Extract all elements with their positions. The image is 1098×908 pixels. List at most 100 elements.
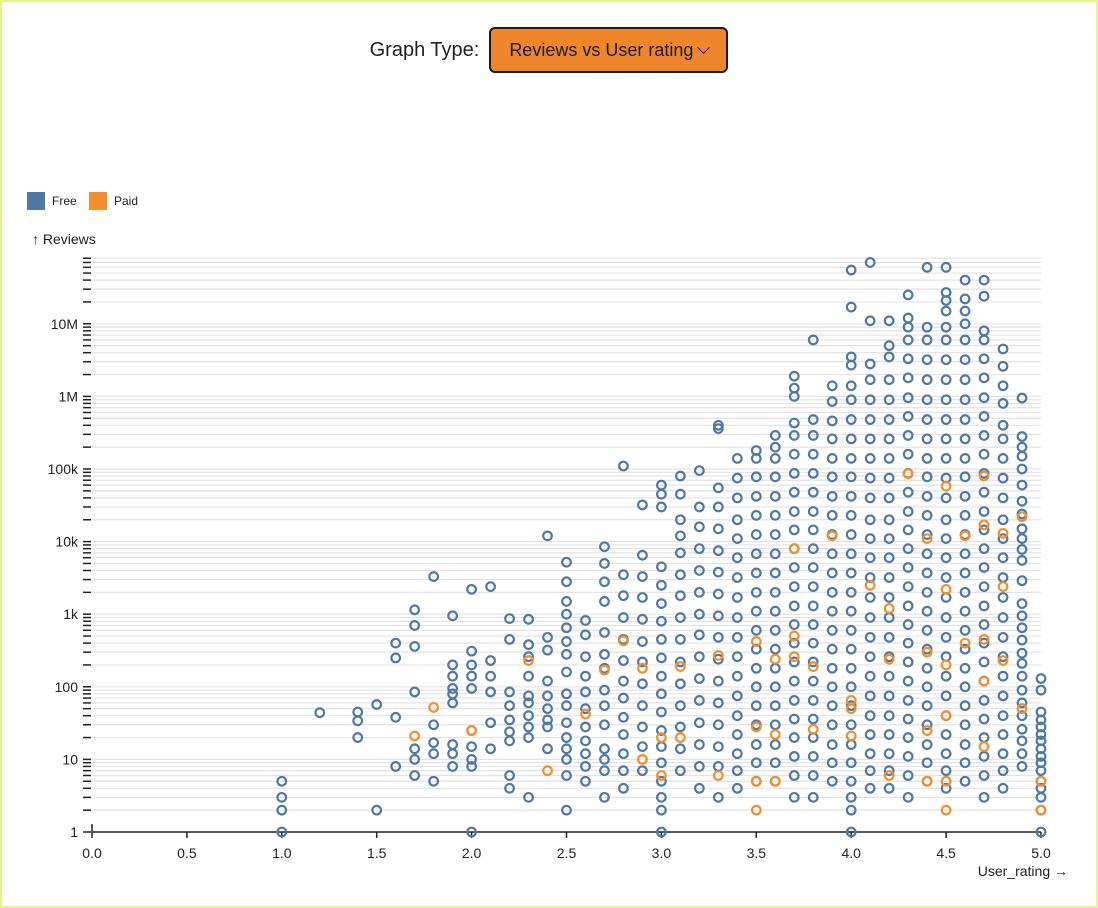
data-point bbox=[656, 598, 667, 609]
data-point bbox=[864, 592, 876, 603]
data-point bbox=[769, 643, 781, 655]
data-point bbox=[845, 433, 857, 445]
data-point bbox=[864, 452, 876, 464]
data-point bbox=[769, 757, 781, 769]
data-point bbox=[656, 706, 667, 718]
data-point bbox=[845, 380, 857, 392]
data-point bbox=[807, 675, 819, 687]
data-point bbox=[731, 748, 743, 760]
data-point bbox=[428, 737, 440, 749]
data-point bbox=[940, 690, 952, 702]
data-point bbox=[750, 757, 762, 769]
data-point bbox=[769, 729, 781, 740]
data-point bbox=[826, 700, 838, 712]
data-point bbox=[826, 415, 838, 427]
data-point bbox=[902, 675, 914, 687]
data-point bbox=[845, 414, 857, 425]
y-tick-label: 1M bbox=[59, 388, 78, 404]
data-point bbox=[883, 472, 895, 484]
data-point bbox=[997, 748, 1009, 760]
data-point bbox=[599, 684, 610, 696]
data-point bbox=[959, 624, 971, 636]
data-point bbox=[978, 656, 990, 668]
data-point bbox=[693, 717, 705, 729]
data-point bbox=[504, 782, 515, 794]
data-point bbox=[750, 624, 762, 636]
data-point bbox=[845, 394, 857, 406]
data-point bbox=[618, 711, 629, 723]
data-point bbox=[580, 708, 591, 720]
data-point bbox=[674, 530, 686, 542]
data-point bbox=[731, 782, 743, 794]
data-point bbox=[599, 541, 610, 553]
data-point bbox=[390, 652, 402, 664]
data-point bbox=[902, 524, 914, 536]
data-point bbox=[864, 533, 876, 544]
data-point bbox=[940, 583, 952, 595]
data-point bbox=[997, 552, 1009, 564]
data-point bbox=[390, 761, 402, 772]
data-point bbox=[618, 692, 629, 704]
data-point bbox=[940, 433, 952, 445]
data-point bbox=[864, 492, 876, 504]
data-point bbox=[1016, 610, 1028, 622]
x-tick-label: 0.0 bbox=[82, 845, 102, 861]
data-point bbox=[769, 719, 781, 731]
data-point bbox=[845, 694, 857, 706]
data-point bbox=[504, 700, 515, 712]
data-point bbox=[921, 605, 933, 617]
data-point bbox=[902, 770, 914, 781]
data-point bbox=[769, 624, 781, 636]
data-point bbox=[997, 581, 1009, 592]
data-point bbox=[731, 651, 743, 663]
data-point bbox=[371, 804, 383, 816]
data-point bbox=[428, 571, 440, 582]
data-point bbox=[997, 782, 1009, 794]
data-point bbox=[845, 719, 857, 731]
data-point bbox=[731, 670, 743, 682]
data-point bbox=[674, 661, 686, 672]
data-point bbox=[371, 699, 383, 710]
data-point bbox=[845, 452, 857, 464]
data-point bbox=[883, 572, 895, 583]
data-point bbox=[731, 452, 743, 464]
data-point bbox=[712, 631, 724, 643]
data-point bbox=[1016, 647, 1028, 659]
data-point bbox=[788, 732, 800, 743]
data-point bbox=[276, 804, 288, 816]
data-point bbox=[959, 394, 971, 406]
data-point bbox=[693, 673, 705, 684]
data-point bbox=[523, 670, 534, 682]
data-point bbox=[807, 619, 819, 630]
graph-type-select[interactable]: Reviews vs User rating bbox=[489, 27, 729, 73]
data-point bbox=[845, 791, 857, 803]
data-point bbox=[618, 590, 629, 602]
data-point bbox=[845, 775, 857, 787]
data-point bbox=[409, 620, 421, 631]
data-point bbox=[845, 826, 857, 838]
data-point bbox=[561, 732, 572, 743]
y-tick-label: 10M bbox=[51, 316, 78, 332]
data-point bbox=[769, 509, 781, 521]
data-point bbox=[845, 757, 857, 769]
data-point bbox=[674, 612, 686, 623]
data-point bbox=[618, 612, 629, 623]
data-point bbox=[1016, 735, 1028, 747]
data-point bbox=[902, 372, 914, 384]
data-point bbox=[712, 650, 724, 661]
data-point bbox=[788, 417, 800, 429]
data-point bbox=[1035, 775, 1047, 787]
data-point bbox=[769, 548, 781, 560]
data-point bbox=[561, 576, 572, 588]
data-point bbox=[826, 775, 838, 787]
data-point bbox=[769, 605, 781, 617]
data-point bbox=[978, 750, 990, 762]
data-point bbox=[542, 714, 553, 726]
data-point bbox=[807, 562, 819, 573]
data-point bbox=[807, 750, 819, 762]
data-point bbox=[864, 552, 876, 564]
data-point bbox=[276, 791, 288, 803]
data-point bbox=[656, 579, 667, 591]
data-point bbox=[921, 700, 933, 712]
data-point bbox=[276, 826, 288, 838]
